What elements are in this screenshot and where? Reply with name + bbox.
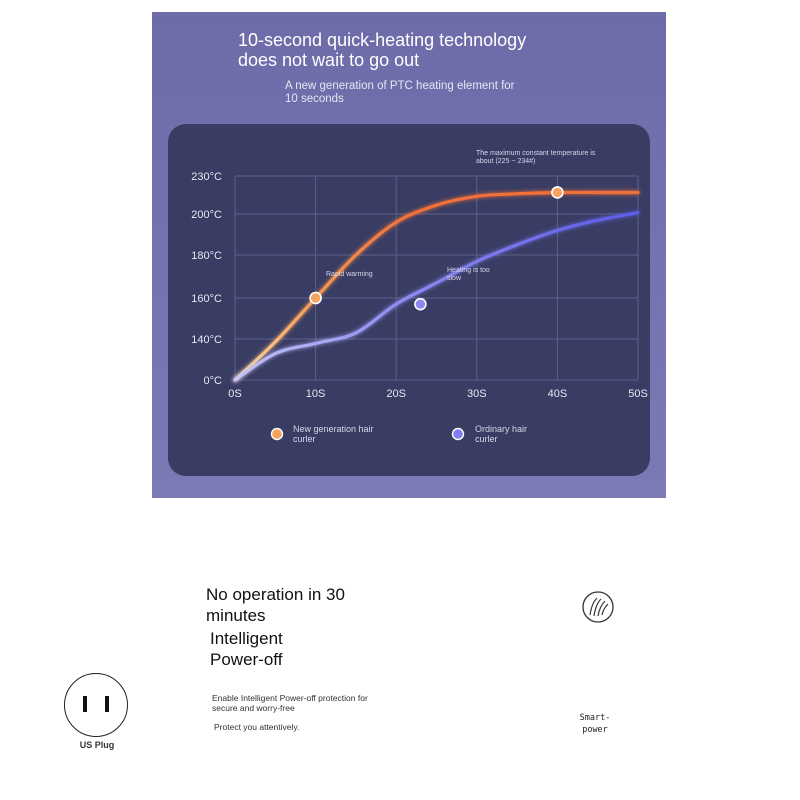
chart-text: 0S 10S 20S 30S 40S 50S 0°C 140°C 160°C 180°C 200°C… bbox=[191, 150, 647, 444]
subline-line-1: A new generation of PTC heating element … bbox=[285, 80, 515, 92]
x-tick-label: 0S bbox=[228, 388, 241, 400]
plug-label: US Plug bbox=[79, 740, 115, 750]
smart-power-label: Smart- power bbox=[570, 712, 620, 736]
annotation-marker bbox=[551, 186, 564, 199]
power-off-title-line-1: No operation in 30 bbox=[206, 585, 345, 604]
smart-label-line-1: Smart- bbox=[579, 713, 611, 723]
feature-name: Intelligent Power-off bbox=[210, 628, 330, 670]
annotation-too-slow-line-1: Heating is too bbox=[447, 267, 490, 274]
chart-marks bbox=[270, 186, 564, 441]
x-tick-label: 50S bbox=[628, 388, 648, 400]
series-line-new-generation bbox=[233, 190, 640, 382]
smart-label-line-2: power bbox=[582, 725, 608, 735]
legend-label-line-2: curler bbox=[475, 434, 498, 444]
power-off-title: No operation in 30 minutes bbox=[206, 584, 406, 626]
plug-pin-right bbox=[105, 696, 109, 712]
protect-text: Protect you attentively. bbox=[214, 722, 300, 732]
annotation-max-temp-line-1: The maximum constant temperature is bbox=[476, 150, 596, 157]
y-tick-label: 230°C bbox=[191, 171, 222, 183]
banner-headline: 10-second quick-heating technology does … bbox=[238, 30, 526, 70]
legend-marker bbox=[270, 427, 284, 441]
y-tick-label: 140°C bbox=[191, 334, 222, 346]
feature-name-line-2: Power-off bbox=[210, 650, 283, 669]
chart-grid bbox=[234, 175, 639, 381]
subline-line-2: 10 seconds bbox=[285, 93, 344, 105]
x-tick-label: 20S bbox=[386, 388, 406, 400]
headline-line-1: 10-second quick-heating technology bbox=[238, 30, 527, 50]
feature-description: Enable Intelligent Power-off protection … bbox=[212, 693, 402, 713]
feature-name-line-1: Intelligent bbox=[210, 629, 283, 648]
feature-description-line-2: secure and worry-free bbox=[212, 703, 295, 713]
legend-marker bbox=[451, 427, 465, 441]
power-off-title-line-2: minutes bbox=[206, 606, 266, 625]
headline-line-2: does not wait to go out bbox=[238, 50, 420, 70]
x-tick-label: 40S bbox=[548, 388, 568, 400]
plug-pin-left bbox=[83, 696, 87, 712]
y-tick-label: 160°C bbox=[191, 293, 222, 305]
annotation-marker bbox=[414, 297, 427, 311]
annotation-rapid-warming: Rapid warming bbox=[326, 271, 373, 278]
y-tick-label: 0°C bbox=[204, 375, 223, 387]
annotation-too-slow-line-2: slow bbox=[447, 275, 462, 282]
legend-label-line-1: New generation hair bbox=[293, 424, 374, 434]
legend-label-line-1: Ordinary hair bbox=[475, 424, 527, 434]
chart-series bbox=[233, 190, 640, 382]
feature-description-line-1: Enable Intelligent Power-off protection … bbox=[212, 693, 368, 703]
legend-label-line-2: curler bbox=[293, 434, 316, 444]
hair-care-icon bbox=[582, 591, 614, 623]
x-tick-label: 10S bbox=[306, 388, 326, 400]
us-plug-icon bbox=[64, 673, 128, 737]
annotation-max-temp-line-2: about (225 ~ 234#) bbox=[476, 158, 535, 165]
y-tick-label: 200°C bbox=[191, 209, 222, 221]
x-tick-label: 30S bbox=[467, 388, 487, 400]
y-tick-label: 180°C bbox=[191, 250, 222, 262]
banner-subline: A new generation of PTC heating element … bbox=[285, 80, 545, 106]
series-line-ordinary bbox=[233, 211, 640, 382]
chart-panel bbox=[168, 124, 650, 476]
annotation-marker bbox=[309, 291, 322, 305]
